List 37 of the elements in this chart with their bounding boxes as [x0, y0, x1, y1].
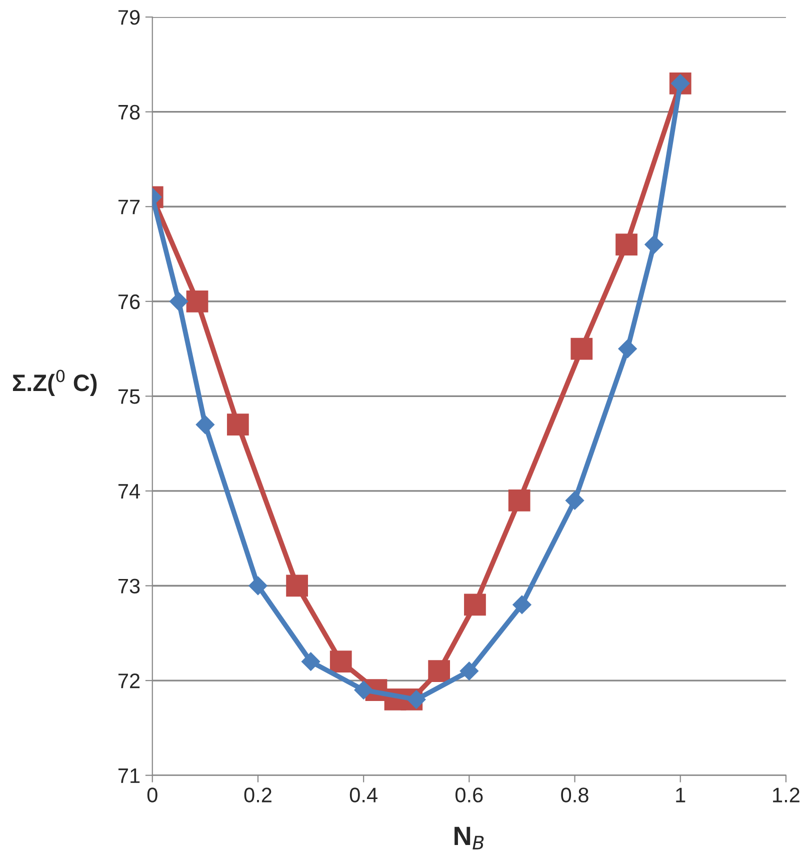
- point: [186, 290, 208, 312]
- x-axis-title: N$_{B}$: [454, 826, 484, 850]
- x-tick-label: 0.6: [456, 788, 483, 802]
- point: [196, 415, 215, 434]
- y-tick-label: 73: [118, 578, 140, 594]
- point: [644, 235, 664, 254]
- x-tick-label: 0: [147, 788, 158, 802]
- y-tick-label: 74: [118, 484, 140, 499]
- point: [301, 652, 320, 671]
- point: [286, 574, 308, 597]
- point: [570, 338, 593, 360]
- y-tick-label: 78: [118, 104, 140, 120]
- point: [226, 414, 249, 436]
- x-tick-label: 1: [676, 788, 686, 802]
- x-tick-label: 0.4: [350, 788, 378, 802]
- y-axis-title: Σ.Z($^{0}$ C): [12, 370, 97, 396]
- point: [508, 490, 530, 512]
- x-tick-label: 0.2: [244, 788, 272, 802]
- point: [169, 292, 188, 311]
- point: [428, 660, 450, 682]
- y-tick-label: 71: [118, 768, 140, 783]
- y-tick-label: 72: [118, 674, 140, 688]
- y-tick-label: 76: [118, 294, 140, 310]
- point: [512, 595, 532, 614]
- point: [464, 594, 486, 616]
- point: [565, 491, 584, 510]
- y-tick-label: 75: [118, 389, 140, 404]
- y-tick-label: 79: [118, 10, 140, 25]
- x-tick-label: 1.2: [773, 788, 800, 802]
- point: [460, 662, 479, 680]
- point: [618, 339, 637, 358]
- point: [616, 234, 638, 256]
- point: [248, 576, 268, 596]
- x-tick-label: 0.8: [561, 788, 588, 802]
- point: [354, 680, 373, 700]
- y-tick-label: 77: [118, 200, 140, 214]
- point: [330, 650, 352, 673]
